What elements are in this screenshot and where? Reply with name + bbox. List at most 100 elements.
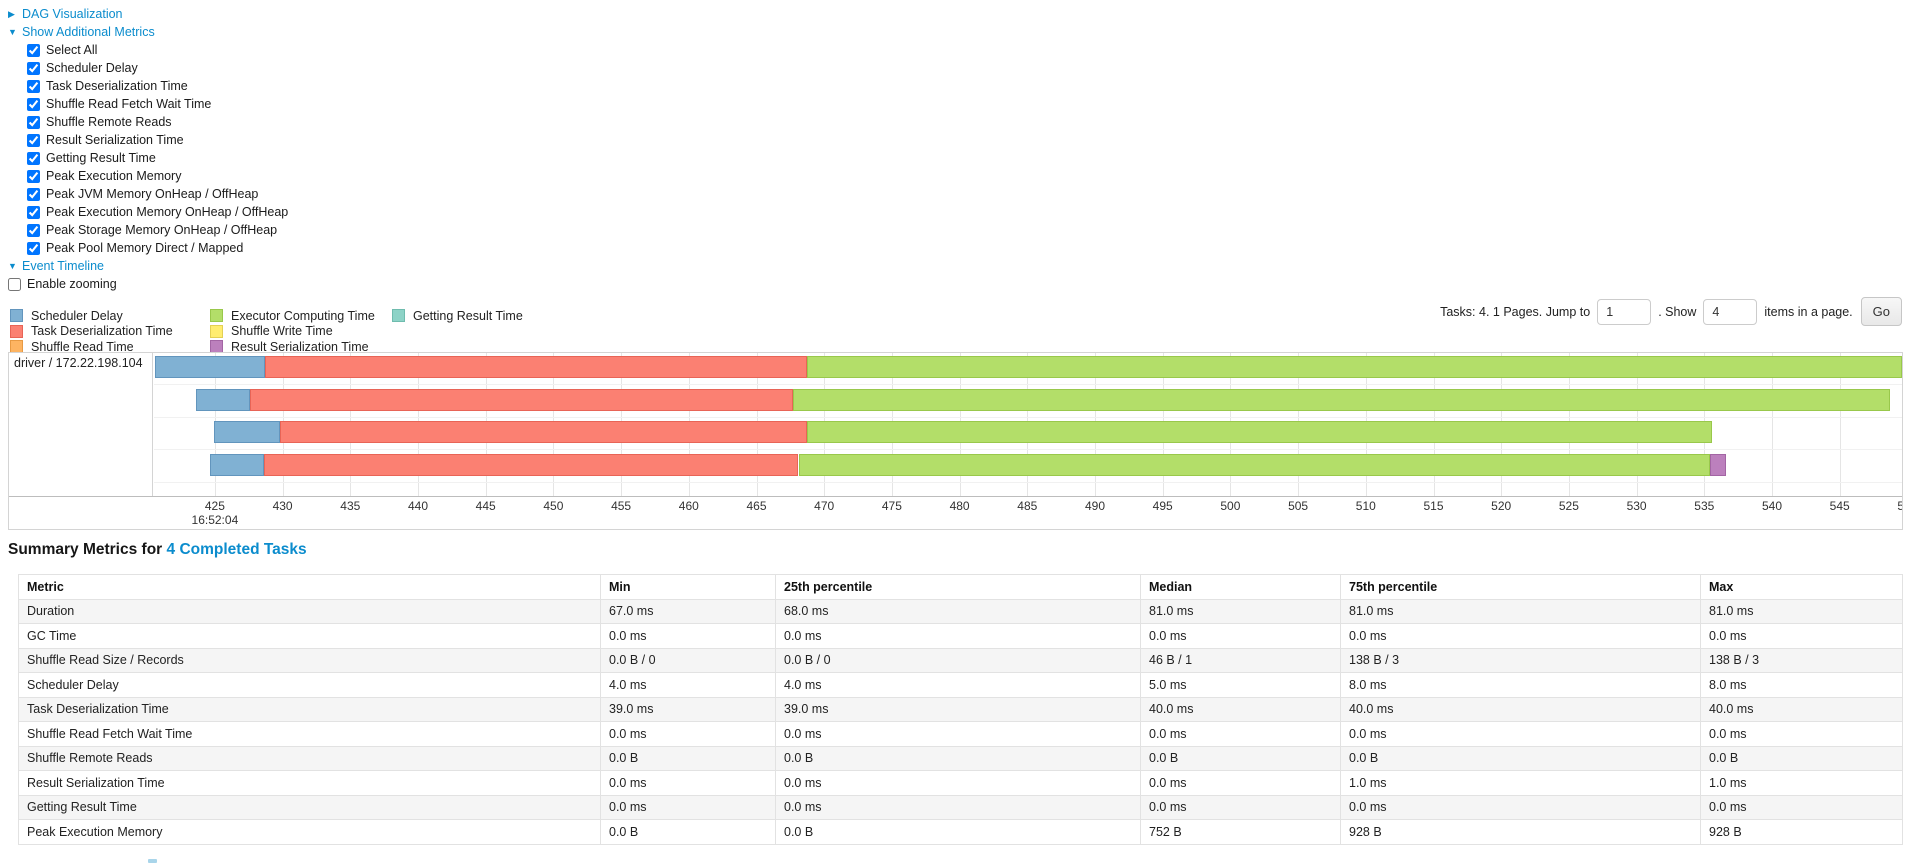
page-controls: ▶ DAG Visualization ▼ Show Additional Me… bbox=[8, 5, 288, 293]
segment-scheduler-delay[interactable] bbox=[196, 388, 251, 411]
metric-value-cell: 4.0 ms bbox=[600, 672, 776, 698]
segment-executor-computing[interactable] bbox=[793, 388, 1890, 411]
checkbox-peak-execution-memory[interactable] bbox=[27, 169, 40, 183]
metric-value-cell: 752 B bbox=[1140, 819, 1341, 845]
legend-label: Executor Computing Time bbox=[231, 308, 375, 323]
event-timeline-toggle[interactable]: Event Timeline bbox=[22, 259, 104, 273]
metric-option-peak-execution-memory-onheap-offheap: Peak Execution Memory OnHeap / OffHeap bbox=[27, 203, 288, 221]
segment-task-deserialization[interactable] bbox=[279, 421, 807, 443]
executor-group-label: driver / 172.22.198.104 bbox=[14, 356, 143, 370]
axis-tick-label: 445 bbox=[475, 499, 496, 513]
metric-option-peak-jvm-memory-onheap-offheap: Peak JVM Memory OnHeap / OffHeap bbox=[27, 185, 288, 203]
timeline-task-bar bbox=[154, 356, 1902, 378]
metric-value-cell: 0.0 ms bbox=[775, 623, 1141, 649]
metric-value-cell: 0.0 ms bbox=[775, 721, 1141, 747]
checkbox-select-all[interactable] bbox=[27, 43, 40, 57]
metric-value-cell: 0.0 ms bbox=[1140, 794, 1341, 820]
metric-name-cell: Task Deserialization Time bbox=[18, 696, 601, 722]
axis-tick-label: 490 bbox=[1084, 499, 1106, 513]
segment-executor-computing[interactable] bbox=[806, 421, 1713, 443]
checkbox-scheduler-delay[interactable] bbox=[27, 61, 40, 75]
legend-item-executor-computing-time: Executor Computing Time bbox=[210, 308, 392, 324]
checkbox-label: Getting Result Time bbox=[46, 151, 156, 165]
dag-visualization-toggle[interactable]: DAG Visualization bbox=[22, 7, 123, 21]
legend-swatch-icon bbox=[10, 309, 23, 323]
axis-tick-label: 550 bbox=[1897, 499, 1902, 513]
table-row-peak-execution-memory: Peak Execution Memory 0.0 B 0.0 B 752 B 928 … bbox=[18, 819, 1903, 845]
table-row-duration: Duration 67.0 ms 68.0 ms 81.0 ms 81.0 ms 81.0… bbox=[18, 598, 1903, 624]
metric-value-cell: 0.0 B bbox=[1140, 745, 1341, 771]
metric-value-cell: 0.0 B bbox=[1700, 745, 1903, 771]
axis-tick-label: 425 bbox=[204, 499, 225, 513]
table-row-shuffle-remote-reads: Shuffle Remote Reads 0.0 B 0.0 B 0.0 B 0.0 B… bbox=[18, 745, 1903, 771]
segment-executor-computing[interactable] bbox=[798, 453, 1710, 476]
expand-arrow-icon: ▼ bbox=[8, 27, 17, 37]
checkbox-peak-jvm-memory-onheap-offheap[interactable] bbox=[27, 187, 40, 201]
expand-arrow-icon: ▼ bbox=[8, 261, 17, 271]
row-separator bbox=[154, 481, 1902, 483]
column-header-75th-percentile: 75th percentile bbox=[1340, 574, 1701, 600]
metric-option-select-all: Select All bbox=[27, 41, 288, 59]
metric-value-cell: 0.0 ms bbox=[600, 794, 776, 820]
event-timeline-chart: driver / 172.22.198.104 425 430 435 440 445 4… bbox=[8, 352, 1903, 530]
axis-tick-label: 470 bbox=[814, 499, 835, 513]
metric-option-peak-storage-memory-onheap-offheap: Peak Storage Memory OnHeap / OffHeap bbox=[27, 221, 288, 239]
jump-to-page-input[interactable] bbox=[1597, 298, 1652, 325]
legend-swatch-icon bbox=[392, 309, 405, 323]
checkbox-label: Shuffle Remote Reads bbox=[46, 115, 172, 129]
metric-name-cell: Peak Execution Memory bbox=[18, 819, 601, 845]
metric-name-cell: Getting Result Time bbox=[18, 794, 601, 820]
checkbox-label: Peak Execution Memory bbox=[46, 169, 182, 183]
completed-tasks-link[interactable]: 4 Completed Tasks bbox=[166, 541, 307, 558]
checkbox-peak-storage-memory-onheap-offheap[interactable] bbox=[27, 223, 40, 237]
segment-result-serialization[interactable] bbox=[1709, 453, 1726, 476]
enable-zooming-checkbox[interactable] bbox=[8, 277, 21, 291]
legend-item-scheduler-delay: Scheduler Delay bbox=[10, 308, 210, 324]
metric-option-task-deserialization-time: Task Deserialization Time bbox=[27, 77, 288, 95]
legend-item-getting-result-time: Getting Result Time bbox=[392, 308, 523, 324]
legend-swatch-icon bbox=[10, 324, 23, 338]
metric-value-cell: 81.0 ms bbox=[1340, 598, 1701, 624]
show-additional-metrics-toggle[interactable]: Show Additional Metrics bbox=[22, 25, 155, 39]
axis-tick-label: 525 bbox=[1558, 499, 1579, 513]
axis-tick-label: 510 bbox=[1355, 499, 1376, 513]
segment-scheduler-delay[interactable] bbox=[155, 356, 266, 378]
metric-value-cell: 0.0 ms bbox=[600, 721, 776, 747]
segment-executor-computing[interactable] bbox=[806, 356, 1902, 378]
go-button[interactable]: Go bbox=[1860, 297, 1902, 326]
segment-task-deserialization[interactable] bbox=[265, 356, 807, 378]
checkbox-getting-result-time[interactable] bbox=[27, 151, 40, 165]
metric-name-cell: Shuffle Read Fetch Wait Time bbox=[18, 721, 601, 747]
timeline-legend: Scheduler Delay Task Deserialization Time… bbox=[10, 308, 523, 355]
checkbox-result-serialization-time[interactable] bbox=[27, 133, 40, 147]
pagination-show-text: . Show bbox=[1658, 304, 1697, 319]
table-row-result-serialization-time: Result Serialization Time 0.0 ms 0.0 ms 0.0… bbox=[18, 770, 1903, 796]
legend-label: Task Deserialization Time bbox=[31, 324, 173, 339]
row-separator bbox=[154, 384, 1902, 385]
metric-name-cell: Scheduler Delay bbox=[18, 672, 601, 698]
metric-value-cell: 0.0 B bbox=[775, 819, 1141, 845]
checkbox-task-deserialization-time[interactable] bbox=[27, 79, 40, 93]
axis-tick-label: 440 bbox=[407, 499, 429, 513]
checkbox-peak-execution-memory-onheap-offheap[interactable] bbox=[27, 205, 40, 219]
segment-task-deserialization[interactable] bbox=[250, 388, 793, 411]
metric-value-cell: 1.0 ms bbox=[1340, 770, 1701, 796]
metric-name-cell: GC Time bbox=[18, 623, 601, 649]
metric-value-cell: 39.0 ms bbox=[775, 696, 1141, 722]
segment-scheduler-delay[interactable] bbox=[213, 421, 280, 443]
checkbox-peak-pool-memory-direct-mapped[interactable] bbox=[27, 241, 40, 255]
axis-tick-label: 515 bbox=[1423, 499, 1444, 513]
items-per-page-input[interactable] bbox=[1703, 298, 1758, 325]
row-separator bbox=[154, 416, 1902, 418]
timeline-task-bar bbox=[154, 453, 1902, 476]
checkbox-label: Peak Pool Memory Direct / Mapped bbox=[46, 241, 244, 255]
axis-tick-label: 460 bbox=[678, 499, 699, 513]
metric-option-shuffle-remote-reads: Shuffle Remote Reads bbox=[27, 113, 288, 131]
checkbox-shuffle-read-fetch-wait-time[interactable] bbox=[27, 97, 40, 111]
legend-label: Getting Result Time bbox=[413, 308, 523, 323]
checkbox-shuffle-remote-reads[interactable] bbox=[27, 115, 40, 129]
metric-value-cell: 8.0 ms bbox=[1340, 672, 1701, 698]
segment-task-deserialization[interactable] bbox=[263, 453, 799, 476]
summary-metrics-heading: Summary Metrics for 4 Completed Tasks bbox=[8, 541, 307, 559]
segment-scheduler-delay[interactable] bbox=[209, 453, 264, 476]
